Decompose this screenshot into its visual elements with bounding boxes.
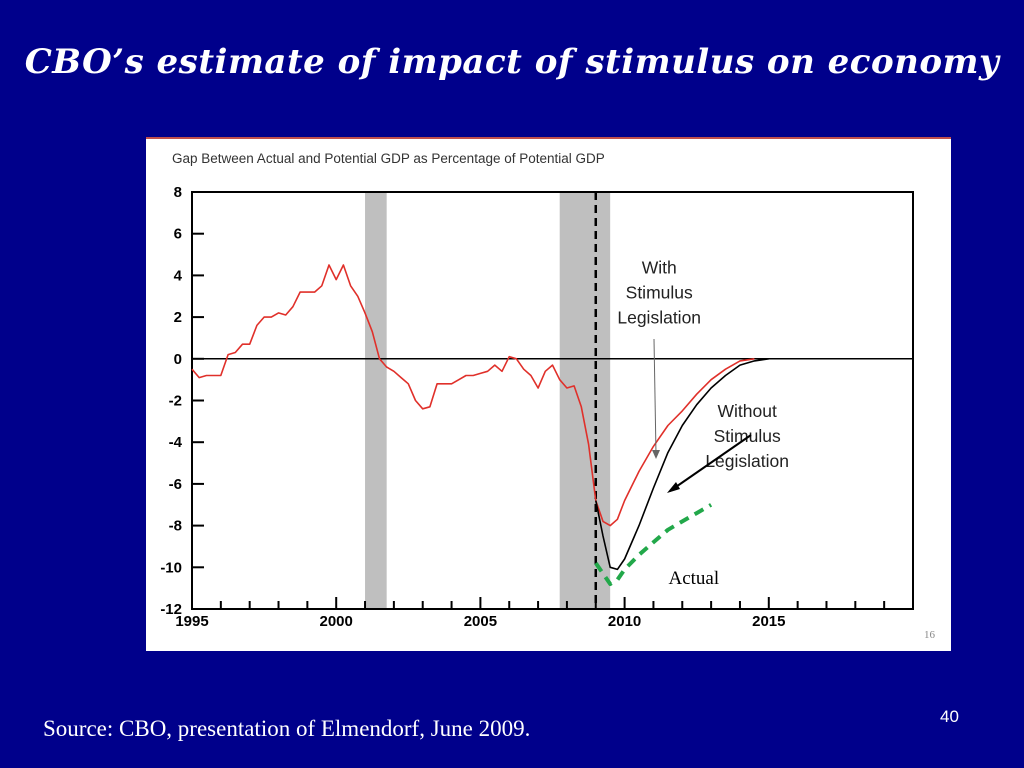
- x-tick-label: 2000: [320, 613, 353, 630]
- without-stimulus-arrow: [669, 434, 752, 492]
- slide-title: CBO’s estimate of impact of stimulus on …: [24, 42, 1000, 82]
- annotation-label: Stimulus: [714, 426, 781, 446]
- y-tick-label: -6: [169, 476, 182, 493]
- y-tick-label: -4: [169, 434, 183, 451]
- y-tick-label: -10: [160, 559, 182, 576]
- without-stimulus-arrowhead: [667, 482, 680, 493]
- annotation-label: Without: [718, 401, 777, 421]
- slide-number: 40: [940, 707, 959, 726]
- with-stimulus-arrowhead: [652, 450, 660, 459]
- y-tick-label: 4: [174, 267, 183, 284]
- annotation-label: Legislation: [617, 307, 701, 327]
- annotation-label: Legislation: [705, 451, 789, 471]
- page-number: 16: [924, 629, 936, 641]
- gdp-gap-chart: Gap Between Actual and Potential GDP as …: [160, 151, 936, 641]
- x-axis: 1995 2000 2005 2010 2015: [175, 597, 914, 630]
- y-tick-label: -2: [169, 393, 182, 410]
- annotation-label: Stimulus: [626, 282, 693, 302]
- series-lines: [191, 264, 769, 586]
- chart-panel: Gap Between Actual and Potential GDP as …: [146, 137, 951, 651]
- y-tick-label: -12: [160, 601, 182, 618]
- y-tick-label: 0: [174, 351, 182, 368]
- actual-line: [594, 503, 713, 586]
- x-tick-label: 2015: [752, 613, 785, 630]
- source-note: Source: CBO, presentation of Elmendorf, …: [43, 716, 531, 741]
- y-tick-label: 6: [174, 226, 182, 243]
- x-tick-label: 2005: [464, 613, 497, 630]
- plot-frame: [191, 191, 914, 610]
- y-tick-label: 8: [174, 184, 182, 201]
- annotation-label: With: [642, 257, 677, 277]
- x-tick-label: 1995: [175, 613, 208, 630]
- with-stimulus-arrow: [653, 338, 657, 455]
- y-tick-label: 2: [174, 309, 182, 326]
- x-tick-label: 2010: [608, 613, 641, 630]
- y-axis: 8 6 4 2 0 -2 -4 -6 -8 -10 -12: [160, 184, 204, 618]
- without-stimulus-line: [595, 358, 769, 571]
- with-stimulus-line: [191, 264, 755, 527]
- annotation-label: Actual: [668, 568, 719, 589]
- chart-title: Gap Between Actual and Potential GDP as …: [172, 151, 605, 166]
- annotations: With Stimulus Legislation Without Stimulus Le…: [617, 257, 789, 589]
- y-tick-label: -8: [169, 518, 182, 535]
- recession-band-0: [365, 192, 387, 609]
- recession-bands: [365, 192, 611, 609]
- recession-band-1: [559, 192, 611, 609]
